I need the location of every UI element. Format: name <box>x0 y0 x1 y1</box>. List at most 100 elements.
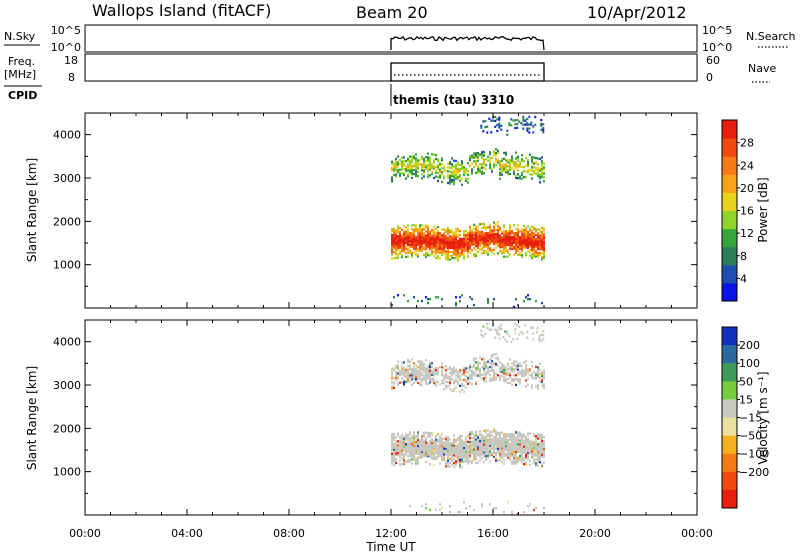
range-gate-cell <box>516 324 519 327</box>
range-gate-cell <box>431 248 433 251</box>
range-gate-cell <box>405 453 407 456</box>
range-gate-cell <box>535 239 537 243</box>
range-gate-cell <box>447 250 449 253</box>
range-gate-cell <box>437 255 439 258</box>
range-gate-cell <box>423 366 425 369</box>
range-gate-cell <box>531 384 533 387</box>
range-gate-cell <box>423 234 425 237</box>
range-gate-cell <box>431 451 433 454</box>
range-gate-cell <box>395 237 397 240</box>
range-gate-cell <box>423 159 425 162</box>
range-gate-cell <box>411 458 413 461</box>
range-gate-cell <box>453 434 455 437</box>
range-gate-cell <box>423 443 425 446</box>
range-gate-cell <box>493 298 495 301</box>
range-gate-cell <box>457 454 459 457</box>
range-gate-cell <box>536 331 539 334</box>
range-gate-cell <box>485 361 487 364</box>
range-gate-cell <box>489 432 491 436</box>
range-gate-cell <box>509 444 511 448</box>
range-gate-cell <box>543 238 545 242</box>
range-gate-cell <box>489 223 491 227</box>
range-gate-cell <box>409 161 411 164</box>
range-gate-cell <box>399 172 401 175</box>
range-gate-cell <box>407 370 409 373</box>
range-gate-cell <box>525 236 527 239</box>
range-gate-cell <box>453 444 455 447</box>
range-gate-cell <box>543 236 545 240</box>
range-gate-cell <box>485 443 487 446</box>
range-gate-cell <box>463 390 465 393</box>
range-gate-cell <box>391 178 393 181</box>
range-gate-cell <box>447 227 449 230</box>
range-gate-cell <box>393 367 395 370</box>
range-gate-cell <box>513 446 515 450</box>
range-gate-cell <box>425 370 427 374</box>
range-gate-cell <box>483 439 485 442</box>
range-gate-cell <box>543 176 545 179</box>
range-gate-cell <box>535 162 537 165</box>
range-gate-cell <box>495 443 497 447</box>
range-gate-cell <box>543 371 545 374</box>
range-gate-cell <box>469 442 471 445</box>
range-gate-cell <box>533 241 535 244</box>
range-gate-cell <box>463 233 465 237</box>
range-gate-cell <box>497 445 499 448</box>
range-gate-cell <box>527 244 529 247</box>
range-gate-cell <box>517 364 519 367</box>
range-gate-cell <box>467 367 469 370</box>
range-gate-cell <box>509 442 511 446</box>
range-gate-cell <box>437 175 439 179</box>
range-gate-cell <box>447 236 449 240</box>
range-gate-cell <box>539 234 541 237</box>
range-gate-cell <box>541 437 543 441</box>
range-gate-cell <box>423 452 425 456</box>
range-gate-cell <box>521 158 523 161</box>
range-gate-cell <box>535 300 537 303</box>
range-gate-cell <box>441 170 443 174</box>
range-gate-cell <box>409 366 411 369</box>
range-gate-cell <box>399 250 401 253</box>
range-gate-cell <box>403 462 405 466</box>
range-gate-cell <box>449 176 451 179</box>
range-gate-cell <box>391 253 393 256</box>
range-gate-cell <box>449 381 451 384</box>
range-gate-cell <box>529 459 531 462</box>
range-gate-cell <box>515 228 517 231</box>
range-gate-cell <box>515 239 517 243</box>
range-gate-cell <box>485 251 487 254</box>
range-gate-cell <box>525 367 527 370</box>
range-gate-cell <box>435 241 437 244</box>
range-gate-cell <box>401 439 403 442</box>
colorbar-swatch <box>722 345 737 364</box>
range-gate-cell <box>491 241 493 244</box>
range-gate-cell <box>537 458 539 462</box>
range-gate-cell <box>517 253 519 256</box>
range-gate-cell <box>523 244 525 247</box>
range-gate-cell <box>487 372 489 375</box>
range-gate-cell <box>397 254 399 257</box>
range-gate-cell <box>409 452 411 455</box>
range-gate-cell <box>491 440 493 443</box>
range-gate-cell <box>453 382 455 385</box>
range-gate-cell <box>427 224 429 227</box>
range-gate-cell <box>407 447 409 450</box>
range-gate-cell <box>475 171 477 174</box>
range-gate-cell <box>485 380 487 383</box>
range-gate-cell <box>407 458 409 461</box>
range-gate-cell <box>479 163 481 166</box>
range-gate-cell <box>419 446 421 450</box>
range-gate-cell <box>507 161 509 164</box>
range-gate-cell <box>529 440 531 443</box>
range-gate-cell <box>409 439 411 442</box>
range-gate-cell <box>485 445 487 448</box>
range-gate-cell <box>497 358 499 361</box>
range-gate-cell <box>503 245 505 249</box>
range-gate-cell <box>531 256 533 260</box>
range-gate-cell <box>429 244 431 247</box>
range-gate-cell <box>523 238 525 241</box>
range-gate-cell <box>445 451 447 454</box>
range-gate-cell <box>453 462 455 465</box>
range-gate-cell <box>413 168 415 172</box>
range-gate-cell <box>515 458 517 461</box>
